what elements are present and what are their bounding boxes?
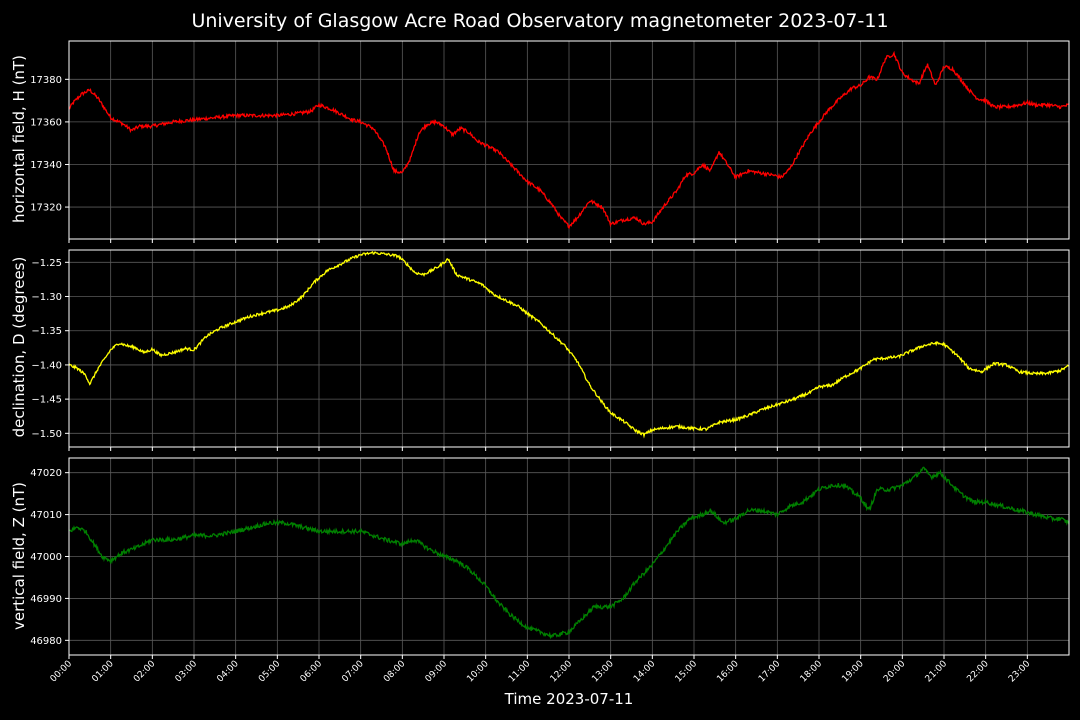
x-tick-label: 03:00 xyxy=(174,659,200,685)
x-tick-label: 12:00 xyxy=(549,659,575,685)
x-tick-label: 14:00 xyxy=(632,659,658,685)
x-tick-label: 11:00 xyxy=(507,659,533,685)
x-axis-label: Time 2023-07-11 xyxy=(504,690,634,708)
h-ytick-label: 17320 xyxy=(30,203,62,214)
x-tick-label: 07:00 xyxy=(340,659,366,685)
h-ytick-label: 17340 xyxy=(30,160,62,171)
x-tick-label: 22:00 xyxy=(965,659,991,685)
z-ytick-label: 47000 xyxy=(30,552,62,563)
x-tick-label: 02:00 xyxy=(132,659,158,685)
x-tick-label: 23:00 xyxy=(1007,659,1033,685)
x-tick-label: 10:00 xyxy=(465,659,491,685)
x-tick-label: 18:00 xyxy=(799,659,825,685)
h-ytick-label: 17360 xyxy=(30,117,62,128)
x-tick-label: 09:00 xyxy=(424,659,450,685)
d-ytick-label: −1.40 xyxy=(31,360,62,371)
z-ytick-label: 46980 xyxy=(30,636,62,647)
h-series-line xyxy=(68,50,1070,230)
d-panel-frame xyxy=(68,249,1070,448)
x-tick-label: 01:00 xyxy=(90,659,116,685)
h-ytick-label: 17380 xyxy=(30,75,62,86)
x-tick-label: 04:00 xyxy=(215,659,241,685)
x-tick-label: 06:00 xyxy=(299,659,325,685)
x-tick-label: 16:00 xyxy=(715,659,741,685)
x-tick-label: 13:00 xyxy=(590,659,616,685)
d-ytick-label: −1.30 xyxy=(31,292,62,303)
x-tick-label: 19:00 xyxy=(840,659,866,685)
chart-title: University of Glasgow Acre Road Observat… xyxy=(191,10,889,32)
d-series-line xyxy=(68,251,1070,439)
x-tick-label: 00:00 xyxy=(49,659,75,685)
d-ytick-label: −1.45 xyxy=(31,395,62,406)
d-ytick-label: −1.25 xyxy=(31,258,62,269)
x-tick-label: 15:00 xyxy=(674,659,700,685)
z-ytick-label: 46990 xyxy=(30,594,62,605)
d-ytick-label: −1.35 xyxy=(31,326,62,337)
h-panel-frame xyxy=(68,40,1070,240)
d-ytick-label: −1.50 xyxy=(31,429,62,440)
x-tick-label: 05:00 xyxy=(257,659,283,685)
x-tick-label: 17:00 xyxy=(757,659,783,685)
z-panel-frame xyxy=(68,457,1070,656)
z-series-line xyxy=(68,466,1070,640)
x-tick-label: 08:00 xyxy=(382,659,408,685)
x-tick-label: 21:00 xyxy=(924,659,950,685)
z-ytick-label: 47020 xyxy=(30,468,62,479)
z-ytick-label: 47010 xyxy=(30,510,62,521)
x-tick-label: 20:00 xyxy=(882,659,908,685)
